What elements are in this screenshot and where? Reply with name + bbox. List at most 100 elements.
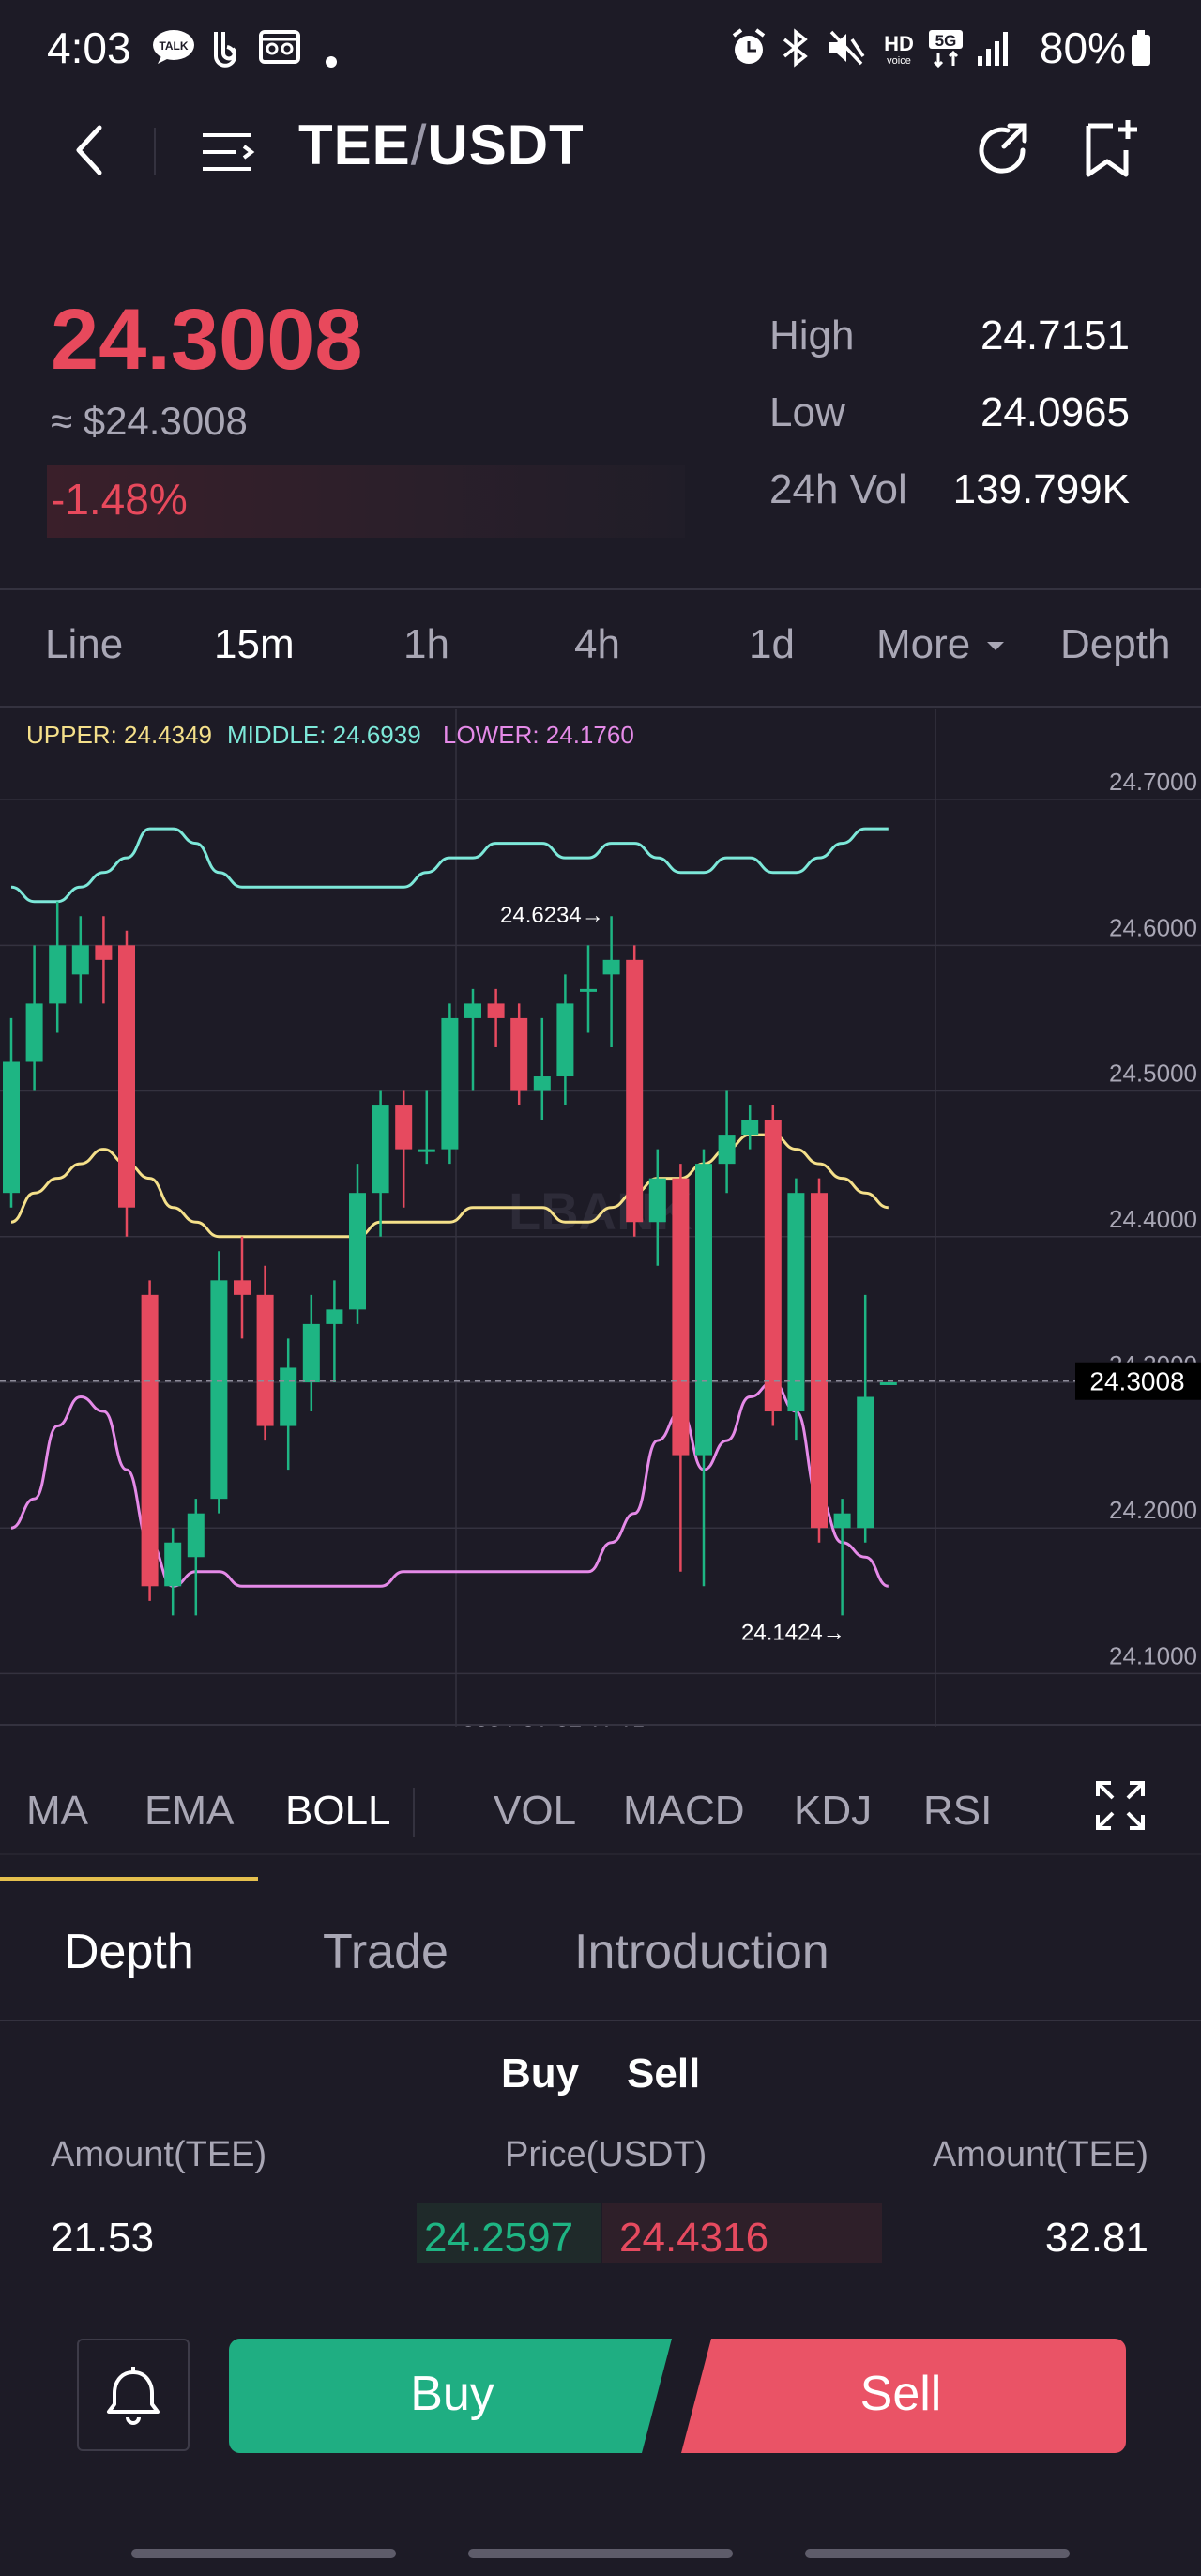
price-alert-button[interactable] (77, 2339, 190, 2451)
candle-body (533, 1076, 551, 1091)
current-price-label: 24.3008 (1089, 1367, 1184, 1396)
candle-body (326, 1309, 343, 1324)
tab-introduction[interactable]: Introduction (574, 1925, 829, 1979)
fullscreen-icon[interactable] (1094, 1779, 1147, 1837)
candle-body (95, 945, 113, 960)
candle-body (256, 1294, 274, 1426)
indicator-macd[interactable]: MACD (623, 1788, 745, 1834)
low-marker: 24.1424→ (741, 1621, 845, 1646)
indicator-ema[interactable]: EMA (144, 1788, 235, 1834)
bid-price[interactable]: 24.2597 (424, 2215, 574, 2261)
share-refresh-icon[interactable] (970, 118, 1034, 187)
candle-body (787, 1193, 805, 1412)
bluetooth-icon (781, 28, 811, 76)
col-amount-right: Amount(TEE) (932, 2135, 1148, 2174)
divider (0, 706, 1201, 708)
candle (556, 974, 574, 1106)
high-label: High (769, 312, 855, 358)
interval-4h[interactable]: 4h (574, 621, 620, 667)
talk-icon: TALK (152, 28, 195, 74)
interval-15m[interactable]: 15m (214, 621, 295, 667)
back-icon[interactable] (66, 120, 116, 185)
candle-body (556, 1003, 574, 1077)
menu-icon[interactable] (199, 126, 255, 183)
last-price: 24.3008 (51, 292, 363, 388)
nav-home[interactable] (468, 2549, 733, 2558)
candle (3, 1017, 20, 1208)
alarm-icon (730, 28, 768, 76)
candle-body (857, 1396, 874, 1529)
candle-body (71, 945, 89, 975)
candle-body (234, 1280, 251, 1295)
candle (741, 1105, 759, 1150)
candle-body (672, 1178, 690, 1456)
sell-button-label: Sell (860, 2367, 942, 2421)
pair-title[interactable]: TEE/USDT (298, 113, 585, 177)
interval-more[interactable]: More (876, 621, 1006, 668)
buy-button[interactable]: Buy (229, 2339, 676, 2453)
boll-upper-line (10, 827, 889, 904)
candlestick-chart[interactable]: LBANK 24.700024.600024.500024.400024.300… (0, 709, 1201, 1727)
divider (0, 2020, 1201, 2021)
x-tick-label: 2024-01-27 11:15 (462, 1722, 646, 1727)
nav-recent[interactable] (131, 2549, 396, 2558)
interval-more-label: More (876, 621, 971, 667)
candle-body (141, 1294, 159, 1587)
candle-body (118, 945, 135, 1208)
bell-icon (107, 2367, 160, 2425)
candle (510, 1003, 528, 1106)
indicator-ma[interactable]: MA (26, 1788, 88, 1834)
nav-back[interactable] (805, 2549, 1070, 2558)
candle (164, 1528, 182, 1616)
hd-voice-icon: HD voice (878, 28, 920, 76)
orderbook-sell-toggle[interactable]: Sell (627, 2050, 701, 2096)
pair-slash: / (410, 114, 428, 176)
current-price-tag (1075, 1362, 1201, 1400)
indicator-kdj[interactable]: KDJ (794, 1788, 873, 1834)
svg-text:HD: HD (884, 32, 914, 55)
sell-button[interactable]: Sell (679, 2339, 1126, 2453)
interval-line[interactable]: Line (45, 621, 124, 667)
bookmark-add-icon[interactable] (1081, 116, 1143, 187)
candle-body (510, 1017, 528, 1091)
candle (418, 1090, 435, 1165)
candle (118, 930, 135, 1237)
candle (464, 988, 481, 1091)
ask-price[interactable]: 24.4316 (619, 2215, 769, 2261)
orderbook-buy-toggle[interactable]: Buy (501, 2050, 580, 2096)
indicator-vol[interactable]: VOL (494, 1788, 577, 1834)
candle (764, 1105, 782, 1426)
status-time: 4:03 (47, 23, 131, 72)
candle (811, 1178, 828, 1543)
candle (280, 1338, 297, 1471)
candle (833, 1499, 851, 1616)
candle (395, 1090, 413, 1208)
status-bar: 4:03 TALK HD voice 5G 80% (0, 0, 1201, 103)
buy-button-label: Buy (410, 2367, 494, 2421)
candle (602, 916, 620, 1047)
boll-middle-legend: MIDDLE: 24.6939 (227, 721, 421, 749)
candle-body (164, 1542, 182, 1587)
tab-trade[interactable]: Trade (323, 1925, 448, 1979)
y-tick-label: 24.1000 (1109, 1641, 1197, 1669)
candle (672, 1164, 690, 1572)
svg-text:5G: 5G (935, 32, 957, 50)
candle (187, 1499, 205, 1616)
candle (648, 1149, 666, 1266)
interval-depth[interactable]: Depth (1060, 621, 1171, 667)
interval-1h[interactable]: 1h (403, 621, 449, 667)
indicator-boll[interactable]: BOLL (285, 1788, 391, 1834)
indicator-rsi[interactable]: RSI (923, 1788, 993, 1834)
candle-body (648, 1178, 666, 1223)
candle-body (349, 1193, 366, 1310)
candle-body (464, 1003, 481, 1018)
high-value: 24.7151 (980, 312, 1130, 358)
y-tick-label: 24.7000 (1109, 768, 1197, 796)
candle-body (25, 1003, 43, 1062)
candle-body (372, 1105, 389, 1194)
interval-1d[interactable]: 1d (749, 621, 795, 667)
candle-body (626, 959, 644, 1223)
candle (49, 901, 67, 1033)
y-tick-label: 24.6000 (1109, 913, 1197, 941)
tab-depth[interactable]: Depth (64, 1925, 194, 1979)
